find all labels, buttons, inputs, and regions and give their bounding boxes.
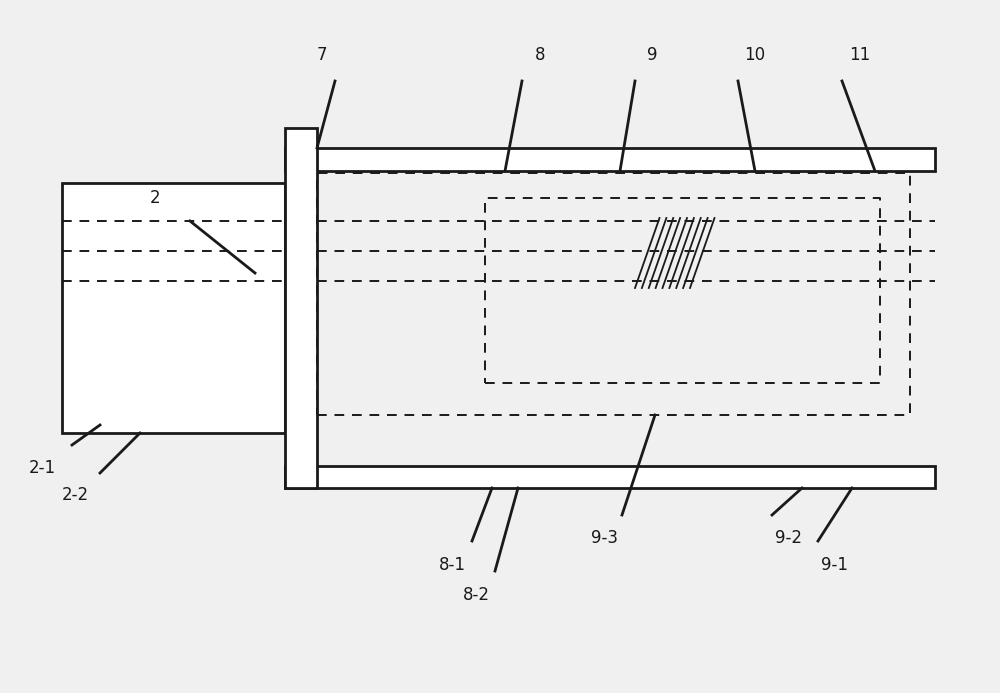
Text: 9-2: 9-2 (774, 529, 802, 547)
Text: 2-2: 2-2 (61, 486, 89, 504)
Bar (62, 183, 285, 433)
Text: 8-1: 8-1 (438, 556, 465, 574)
Text: 2: 2 (150, 189, 160, 207)
Text: 11: 11 (849, 46, 871, 64)
Bar (285, 128, 317, 488)
Text: 7: 7 (317, 46, 327, 64)
Text: 8: 8 (535, 46, 545, 64)
Text: 9-1: 9-1 (822, 556, 848, 574)
Text: 9: 9 (647, 46, 657, 64)
Text: 10: 10 (744, 46, 766, 64)
Text: 8-2: 8-2 (462, 586, 490, 604)
Text: 2-1: 2-1 (28, 459, 56, 477)
Bar (285, 148, 935, 171)
Text: 9-3: 9-3 (592, 529, 618, 547)
Bar (285, 466, 935, 488)
